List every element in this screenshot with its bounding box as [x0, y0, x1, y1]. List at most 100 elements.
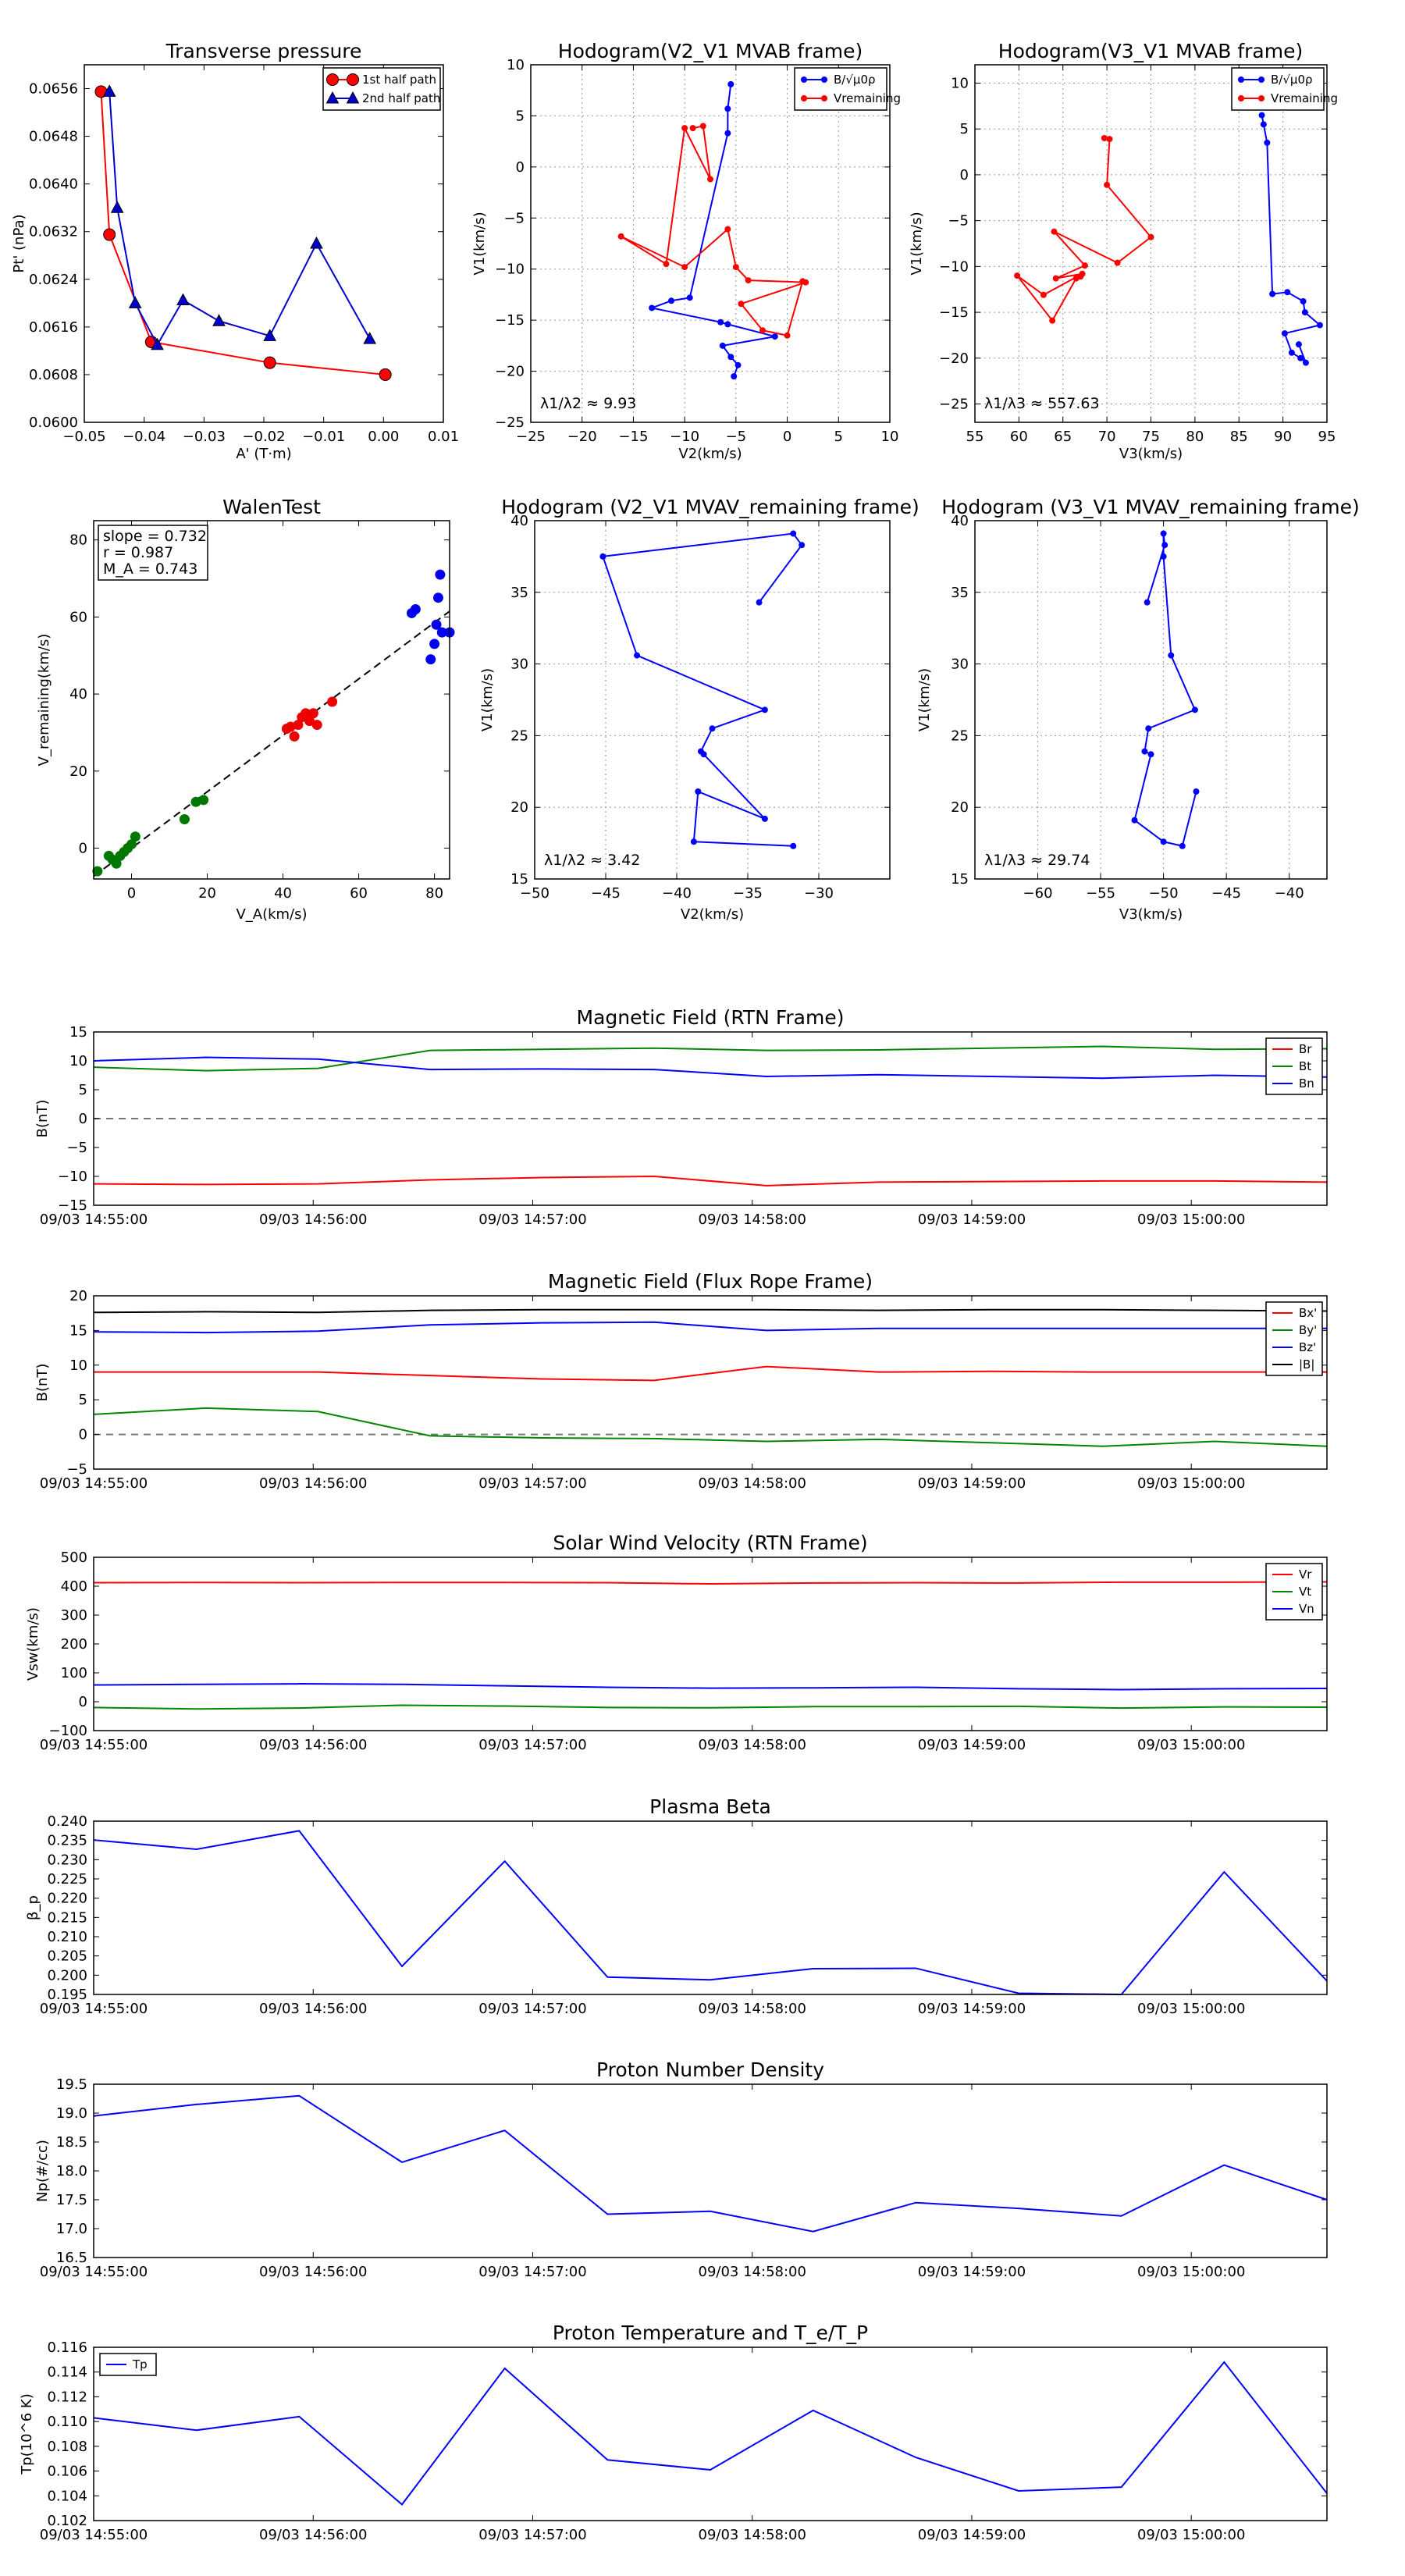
series-1 — [281, 696, 338, 742]
time-tick-label: 09/03 14:56:00 — [259, 1475, 367, 1492]
x-tick-label: −0.02 — [242, 429, 285, 445]
y-tick-label: −5 — [66, 1140, 87, 1156]
data-point — [1179, 842, 1186, 849]
time-tick-label: 09/03 14:56:00 — [259, 1212, 367, 1228]
time-tick-label: 09/03 14:56:00 — [259, 1737, 367, 1753]
y-tick-label: 0.225 — [47, 1871, 87, 1888]
time-tick-label: 09/03 14:57:00 — [478, 1475, 586, 1492]
y-axis-label: V1(km/s) — [916, 668, 933, 731]
data-point — [1288, 349, 1295, 356]
legend — [794, 67, 887, 111]
y-tick-label: 0.0632 — [29, 224, 78, 240]
x-tick-label: −60 — [1023, 885, 1053, 902]
legend-label: Vremaining — [1271, 91, 1338, 105]
series-line — [1133, 533, 1197, 847]
x-axis-label: V3(km/s) — [1119, 446, 1183, 462]
y-tick-label: 35 — [510, 585, 528, 601]
y-tick-label: −100 — [49, 1723, 87, 1739]
series-line — [621, 125, 806, 336]
data-point — [1264, 139, 1271, 146]
data-point — [130, 831, 140, 842]
x-tick-label: −40 — [662, 885, 692, 902]
x-tick-label: −35 — [733, 885, 763, 902]
data-point — [263, 356, 276, 369]
legend-label: B/√μ0ρ — [834, 73, 876, 87]
y-tick-label: 5 — [79, 1082, 87, 1098]
time-tick-label: 09/03 14:59:00 — [918, 2001, 1026, 2017]
x-tick-label: 85 — [1230, 429, 1248, 445]
y-tick-label: 80 — [69, 532, 87, 549]
data-point — [1147, 751, 1154, 758]
y-tick-label: 0.0656 — [29, 81, 78, 98]
series-line-Bt — [93, 1045, 1328, 1072]
y-tick-label: 10 — [951, 75, 969, 91]
x-tick-label: 95 — [1318, 429, 1336, 445]
data-point — [790, 842, 797, 849]
y-tick-label: 19.0 — [56, 2105, 87, 2122]
y-axis-label: V1(km/s) — [909, 212, 925, 275]
series-line-Bx' — [94, 1365, 1327, 1382]
y-tick-label: 0.195 — [47, 1987, 87, 2003]
series-line-Tp — [93, 2361, 1328, 2506]
data-point — [1297, 354, 1304, 361]
legend-label: Bn — [1299, 1076, 1314, 1091]
time-tick-label: 09/03 15:00:00 — [1137, 1212, 1245, 1228]
data-point — [735, 361, 742, 368]
data-point — [436, 627, 447, 638]
stats-line: slope = 0.732 — [103, 528, 207, 545]
data-point — [1295, 341, 1302, 348]
legend-label: By' — [1299, 1323, 1317, 1337]
y-tick-label: 0.235 — [47, 1833, 87, 1849]
y-tick-label: 15 — [69, 1322, 87, 1339]
data-point — [732, 264, 739, 271]
y-tick-label: −5 — [503, 210, 525, 226]
series-line-|B| — [93, 1308, 1328, 1314]
series-line-beta — [93, 1830, 1328, 1996]
x-tick-label: 10 — [881, 429, 899, 445]
x-tick-label: −0.04 — [123, 429, 165, 445]
y-tick-label: 10 — [69, 1053, 87, 1069]
data-point — [1040, 291, 1047, 298]
legend-marker — [801, 95, 807, 101]
y-tick-label: 0.0624 — [29, 272, 78, 288]
x-tick-label: −45 — [1211, 885, 1241, 902]
data-point — [1269, 290, 1276, 297]
time-tick-label: 09/03 14:55:00 — [40, 2001, 148, 2017]
y-tick-label: 0.230 — [47, 1852, 87, 1868]
time-tick-label: 09/03 14:59:00 — [918, 2264, 1026, 2280]
y-axis-label: Np(#/cc) — [34, 2140, 51, 2202]
y-tick-label: 0.116 — [47, 2339, 87, 2356]
y-tick-label: 15 — [951, 871, 969, 888]
series-0 — [1131, 530, 1200, 849]
data-point — [111, 858, 122, 869]
y-tick-label: 10 — [507, 57, 525, 73]
data-point — [1302, 359, 1309, 366]
y-tick-label: 0 — [516, 159, 525, 176]
data-point — [724, 105, 731, 112]
data-point — [707, 176, 713, 183]
y-tick-label: 0.240 — [47, 1813, 87, 1830]
y-axis-label: V1(km/s) — [479, 668, 496, 731]
data-point — [311, 720, 322, 731]
time-tick-label: 09/03 14:57:00 — [478, 2527, 586, 2543]
time-tick-label: 09/03 14:55:00 — [40, 2264, 148, 2280]
data-point — [263, 329, 277, 341]
legend-label: Vt — [1299, 1585, 1311, 1599]
data-point — [663, 261, 670, 268]
chart-h31: 55 60 65 70 75 80 85 90 95 −25 −20 −15 −10 −5 0 5 10 Hodo… — [909, 40, 1338, 462]
y-tick-label: 18.5 — [56, 2134, 87, 2151]
data-point — [771, 333, 778, 340]
time-tick-label: 09/03 14:58:00 — [699, 1475, 806, 1492]
data-point — [790, 530, 797, 537]
data-point — [681, 125, 688, 132]
y-tick-label: 0.0640 — [29, 176, 78, 193]
y-tick-label: 17.0 — [56, 2221, 87, 2237]
series-0 — [1258, 112, 1323, 366]
plot-frame — [93, 1820, 1328, 1995]
x-axis-label: V_A(km/s) — [236, 906, 307, 923]
chart-title: WalenTest — [222, 496, 321, 518]
y-tick-label: 0.114 — [47, 2364, 87, 2381]
data-point — [431, 619, 442, 630]
time-tick-label: 09/03 14:59:00 — [918, 1737, 1026, 1753]
legend — [322, 67, 441, 111]
